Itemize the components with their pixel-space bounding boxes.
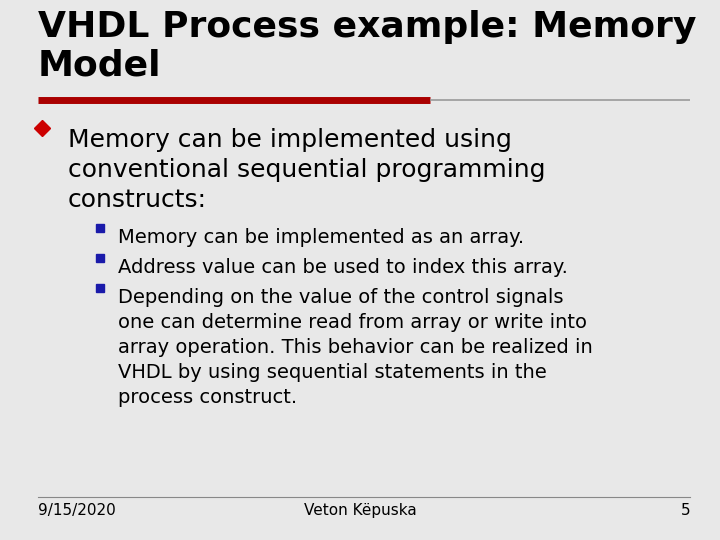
Text: conventional sequential programming: conventional sequential programming xyxy=(68,158,546,182)
Text: Address value can be used to index this array.: Address value can be used to index this … xyxy=(118,258,568,277)
Text: constructs:: constructs: xyxy=(68,188,207,212)
Text: VHDL Process example: Memory: VHDL Process example: Memory xyxy=(38,10,696,44)
Text: Memory can be implemented using: Memory can be implemented using xyxy=(68,128,512,152)
Text: Veton Këpuska: Veton Këpuska xyxy=(304,503,416,518)
Text: Depending on the value of the control signals
one can determine read from array : Depending on the value of the control si… xyxy=(118,288,593,407)
Text: Model: Model xyxy=(38,48,161,82)
Text: 9/15/2020: 9/15/2020 xyxy=(38,503,116,518)
Text: 5: 5 xyxy=(680,503,690,518)
Text: Memory can be implemented as an array.: Memory can be implemented as an array. xyxy=(118,228,524,247)
